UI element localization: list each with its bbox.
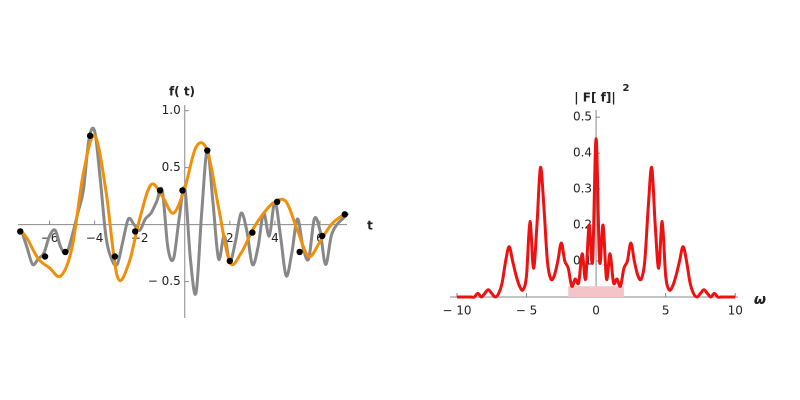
series-line	[456, 137, 736, 299]
y-tick-label: 0.4	[573, 146, 592, 160]
sample-point	[41, 253, 49, 260]
sample-point	[131, 228, 139, 235]
x-tick-label: 4	[271, 231, 279, 245]
x-axis-label: t	[367, 219, 373, 233]
sample-point	[17, 228, 24, 235]
sample-point	[179, 187, 186, 194]
sample-point	[111, 253, 119, 260]
series-line	[20, 134, 348, 283]
sample-point	[86, 132, 94, 139]
y-axis-label: f( t)	[169, 85, 195, 99]
sample-point	[296, 248, 303, 256]
shaded-region	[568, 286, 624, 297]
sample-point	[249, 229, 256, 236]
y-tick-label: 0.5	[162, 160, 181, 174]
y-axis-label-exponent: 2	[623, 83, 630, 94]
y-tick-label: 1.0	[162, 103, 181, 117]
x-tick-label: − 5	[516, 304, 538, 318]
y-axis-label: | F[ f]|	[574, 91, 616, 105]
y-tick-label: − 0.5	[148, 274, 181, 288]
sample-point	[226, 257, 234, 265]
x-tick-label: 5	[662, 304, 670, 318]
y-tick-label: 0.5	[573, 110, 592, 124]
x-tick-label: 2	[226, 231, 234, 245]
sample-point	[156, 187, 164, 194]
x-axis-label: ω	[754, 292, 766, 308]
x-tick-label: 0	[592, 304, 600, 318]
sample-point	[319, 232, 326, 240]
sample-point	[273, 198, 281, 206]
sample-point	[62, 248, 69, 256]
y-tick-label: 0.3	[573, 182, 592, 196]
sample-point	[341, 211, 348, 218]
x-tick-label: − 10	[442, 304, 471, 318]
x-tick-label: −4	[86, 231, 104, 245]
sample-point	[204, 147, 211, 154]
x-tick-label: 10	[728, 304, 743, 318]
